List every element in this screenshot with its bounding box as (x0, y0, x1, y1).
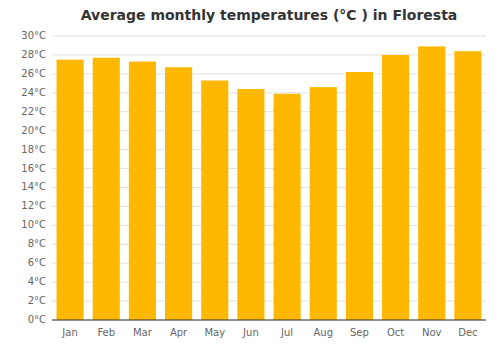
y-tick-label: 6°C (28, 257, 46, 268)
grid (52, 36, 486, 320)
bar (382, 55, 409, 320)
y-tick-label: 14°C (21, 181, 46, 192)
x-tick-label: Oct (387, 327, 404, 338)
bar (418, 46, 445, 320)
bar (237, 89, 264, 320)
x-tick-label: Nov (422, 327, 442, 338)
y-tick-label: 8°C (28, 238, 46, 249)
x-tick-label: Apr (170, 327, 188, 338)
x-tick-label: Dec (458, 327, 477, 338)
bars (57, 46, 482, 320)
y-tick-label: 24°C (21, 87, 46, 98)
y-tick-label: 10°C (21, 219, 46, 230)
bar (201, 80, 228, 320)
x-tick-label: Mar (133, 327, 153, 338)
bar (165, 67, 192, 320)
bar (454, 51, 481, 320)
x-tick-label: Jan (61, 327, 77, 338)
y-tick-label: 28°C (21, 49, 46, 60)
y-axis: 0°C 2°C 4°C 6°C 8°C 10°C 12°C 14°C 16°C 18°C 20°C 2… (21, 30, 46, 325)
x-tick-label: Sep (350, 327, 369, 338)
y-tick-label: 12°C (21, 200, 46, 211)
bar (310, 87, 337, 320)
y-tick-label: 16°C (21, 163, 46, 174)
y-tick-label: 0°C (28, 314, 46, 325)
x-axis: Jan Feb Mar Apr May Jun Jul Aug Sep Oct Nov Dec (61, 327, 477, 338)
x-axis-line (52, 320, 486, 321)
y-tick-label: 30°C (21, 30, 46, 41)
bar (346, 72, 373, 320)
chart-container: Average monthly temperatures (°C ) in Fl… (0, 0, 500, 350)
x-tick-label: Feb (97, 327, 115, 338)
y-tick-label: 26°C (21, 68, 46, 79)
y-tick-label: 22°C (21, 106, 46, 117)
grid-line (52, 36, 486, 37)
bar (274, 94, 301, 320)
bar (57, 60, 84, 320)
y-tick-label: 4°C (28, 276, 46, 287)
bar (129, 62, 156, 320)
y-tick-label: 2°C (28, 295, 46, 306)
x-tick-label: Jul (280, 327, 293, 338)
x-tick-label: Aug (313, 327, 333, 338)
bar (93, 58, 120, 320)
x-tick-label: Jun (242, 327, 259, 338)
chart: Average monthly temperatures (°C ) in Fl… (0, 0, 500, 350)
chart-title: Average monthly temperatures (°C ) in Fl… (81, 7, 458, 23)
y-tick-label: 20°C (21, 125, 46, 136)
grid-line (52, 320, 486, 321)
y-tick-label: 18°C (21, 144, 46, 155)
x-tick-label: May (204, 327, 225, 338)
